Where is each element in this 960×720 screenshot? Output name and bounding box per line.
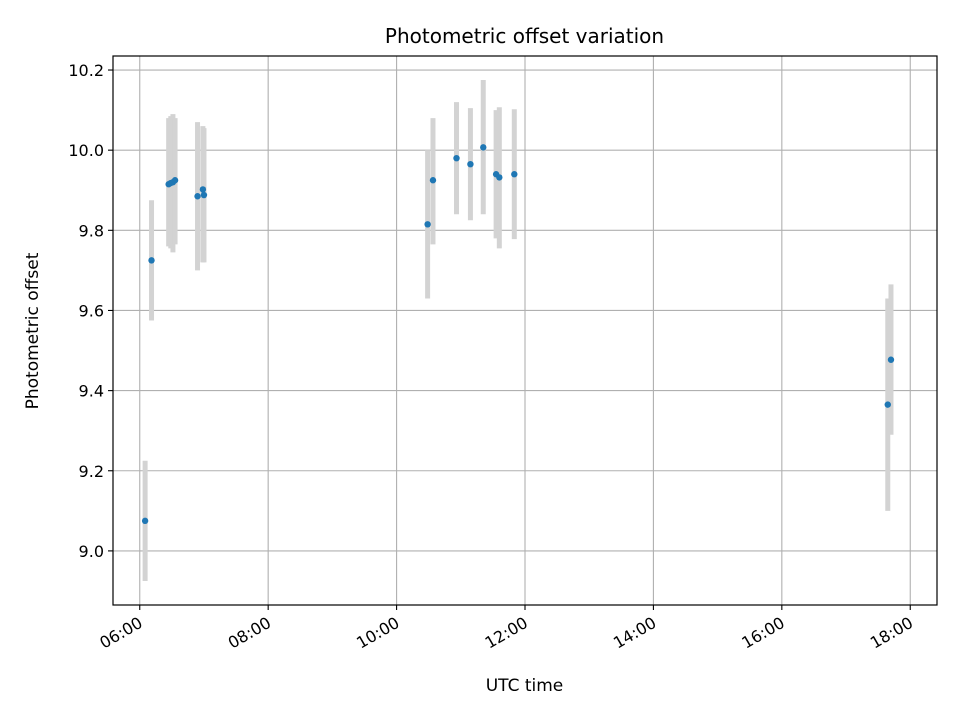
y-axis-ticks: 9.0 9.2 9.4 9.6 9.8 10.0 10.2: [68, 61, 113, 561]
data-point: [887, 356, 895, 363]
data-point: [424, 221, 431, 228]
y-tick-label: 9.4: [79, 382, 104, 401]
data-point: [199, 186, 207, 193]
data-point: [511, 171, 518, 178]
y-tick-label: 9.6: [79, 301, 104, 320]
data-point: [496, 174, 503, 181]
y-tick-label: 9.2: [79, 462, 104, 481]
y-tick-label: 9.8: [79, 221, 104, 240]
y-axis-title: Photometric offset: [23, 252, 43, 409]
grid: [113, 56, 937, 605]
data-point: [429, 177, 437, 184]
data-point: [884, 401, 891, 408]
data-point: [480, 144, 487, 151]
data-point: [467, 160, 474, 168]
y-tick-label: 9.0: [79, 542, 104, 561]
data-point: [200, 191, 208, 199]
x-axis-title: UTC time: [486, 676, 564, 696]
y-tick-label: 10.2: [68, 61, 104, 80]
data-point: [141, 517, 149, 525]
data-point: [148, 257, 155, 264]
data-point: [171, 177, 179, 184]
data-point: [453, 154, 460, 162]
data-point: [194, 193, 201, 200]
chart-title: Photometric offset variation: [385, 24, 664, 48]
y-tick-label: 10.0: [68, 141, 104, 160]
data-points: [141, 144, 895, 525]
